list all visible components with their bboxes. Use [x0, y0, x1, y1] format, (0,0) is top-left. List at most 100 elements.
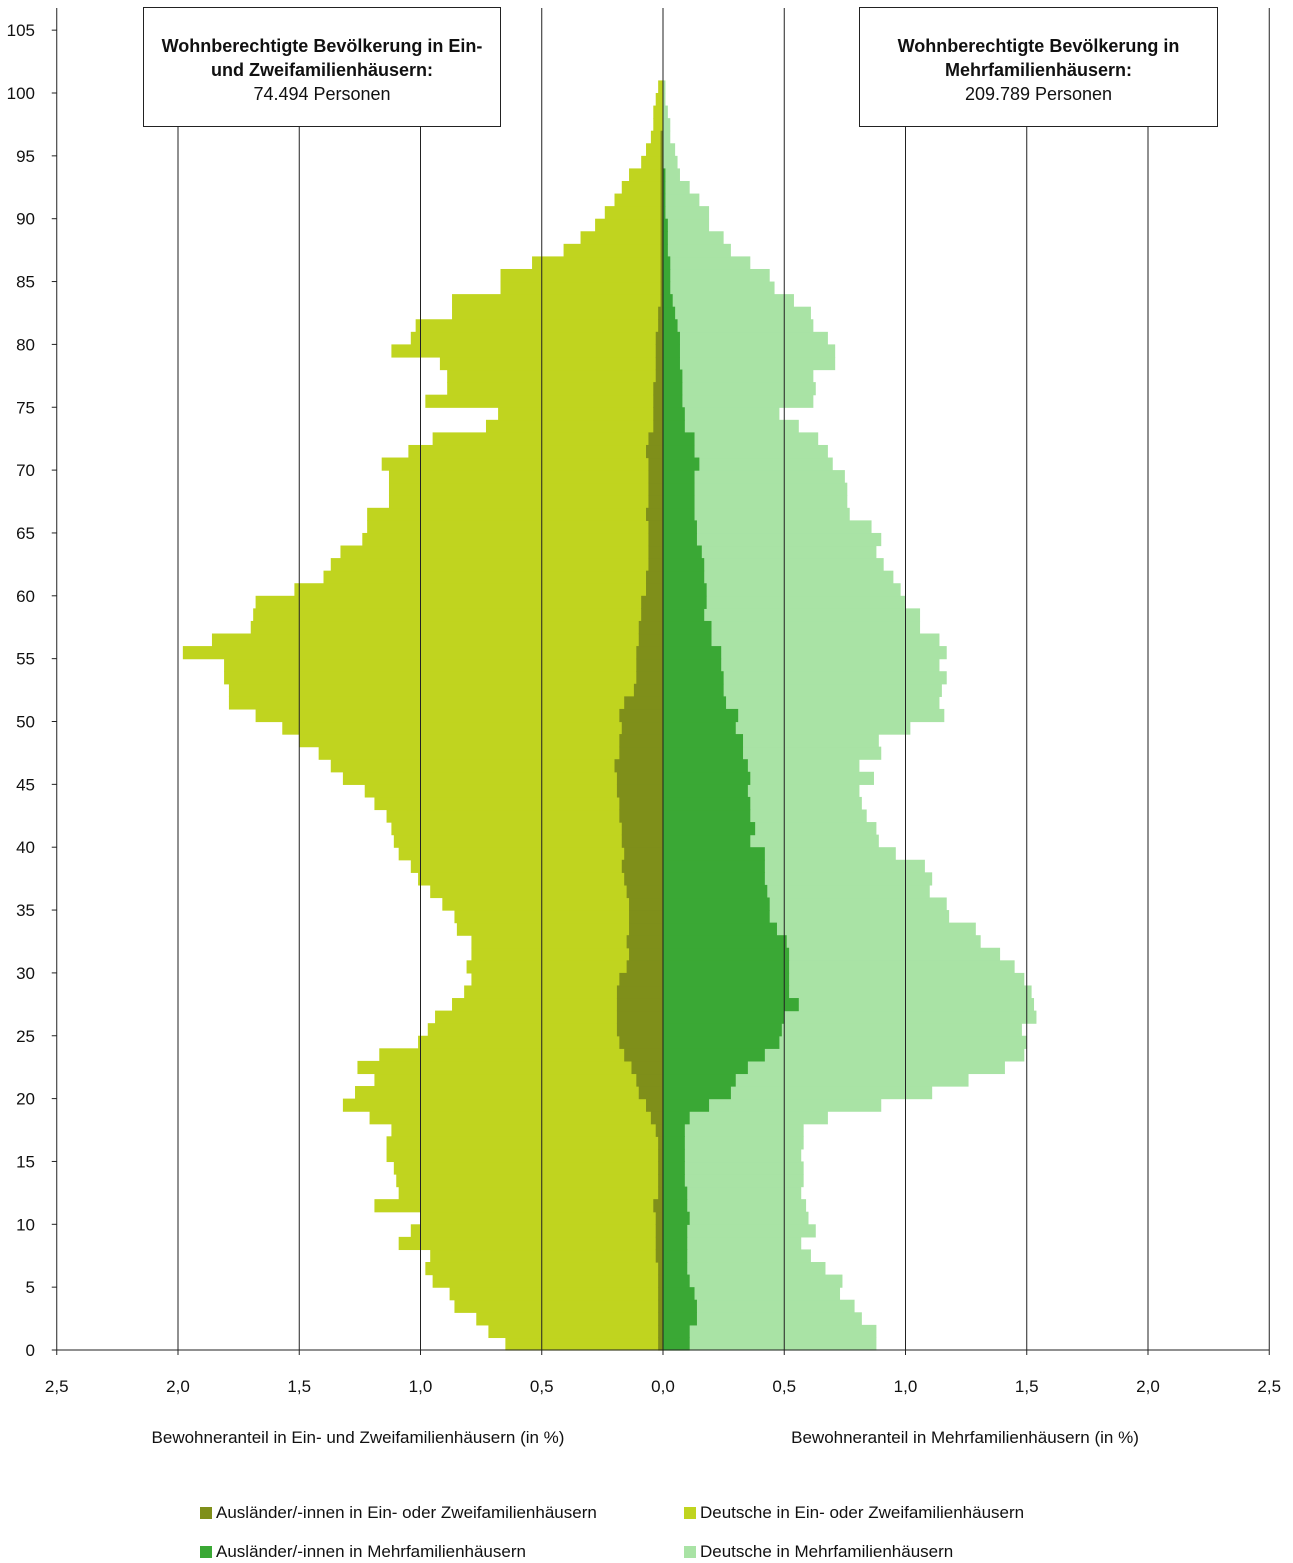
bar-left-auslaender-age-83 — [660, 294, 663, 308]
bar-right-deutsche-age-77 — [663, 369, 814, 383]
bar-right-auslaender-age-13 — [663, 1174, 685, 1188]
bar-right-deutsche-age-87 — [663, 243, 731, 258]
bar-right-auslaender-age-22 — [663, 1060, 748, 1075]
bar-right-deutsche-age-78 — [663, 356, 836, 371]
bar-left-auslaender-age-16 — [658, 1136, 663, 1150]
bar-left-auslaender-age-23 — [624, 1048, 663, 1062]
bar-right-deutsche-age-86 — [663, 256, 751, 270]
legend-label: Ausländer/-innen in Mehrfamilienhäusern — [216, 1542, 526, 1561]
bar-right-auslaender-age-25 — [663, 1023, 782, 1037]
bar-left-auslaender-age-90 — [660, 206, 663, 220]
bar-left-auslaender-age-27 — [616, 998, 663, 1012]
y-tick-label: 90 — [16, 210, 35, 229]
bar-right-deutsche-age-7 — [663, 1249, 811, 1263]
bar-right-deutsche-age-65 — [663, 520, 872, 534]
bar-left-auslaender-age-94 — [660, 155, 663, 170]
bar-left-deutsche-age-41 — [391, 822, 663, 836]
y-tick-label: 65 — [16, 524, 35, 543]
bar-left-auslaender-age-58 — [641, 608, 663, 622]
bar-left-auslaender-age-50 — [619, 708, 663, 723]
bar-right-auslaender-age-90 — [663, 206, 666, 220]
bar-right-auslaender-age-66 — [663, 507, 695, 521]
y-tick-label: 95 — [16, 147, 35, 166]
bar-left-deutsche-age-81 — [415, 319, 663, 333]
bar-right-deutsche-age-1 — [663, 1324, 877, 1339]
bar-left-auslaender-age-46 — [614, 759, 663, 773]
bar-left-auslaender-age-31 — [629, 947, 663, 961]
bar-left-deutsche-age-95 — [646, 143, 663, 157]
bar-right-auslaender-age-85 — [663, 268, 671, 283]
bar-right-auslaender-age-64 — [663, 532, 697, 547]
y-tick-label: 20 — [16, 1090, 35, 1109]
bar-left-auslaender-age-96 — [660, 130, 663, 144]
bar-left-deutsche-age-28 — [464, 985, 663, 999]
legend-swatch — [684, 1546, 696, 1558]
annotation-box-left: Wohnberechtigte Bevölkerung in Ein- und … — [143, 7, 501, 127]
bar-left-auslaender-age-30 — [626, 960, 663, 974]
bar-right-deutsche-age-69 — [663, 470, 845, 484]
bar-right-auslaender-age-89 — [663, 218, 668, 232]
y-tick-label: 10 — [16, 1215, 35, 1234]
y-tick-label: 70 — [16, 461, 35, 480]
bar-right-auslaender-age-0 — [663, 1337, 690, 1351]
bar-left-auslaender-age-89 — [660, 218, 663, 232]
bar-left-auslaender-age-35 — [629, 897, 663, 911]
bar-right-deutsche-age-22 — [663, 1060, 1005, 1075]
bar-left-deutsche-age-40 — [393, 834, 663, 848]
bar-right-auslaender-age-59 — [663, 595, 707, 609]
bar-right-auslaender-age-17 — [663, 1123, 685, 1137]
bar-right-auslaender-age-74 — [663, 407, 685, 421]
bar-left-deutsche-age-5 — [432, 1274, 663, 1288]
bar-right-auslaender-age-44 — [663, 784, 748, 798]
bar-left-deutsche-age-35 — [442, 897, 663, 911]
bar-left-deutsche-age-36 — [430, 884, 663, 899]
bar-left-auslaender-age-6 — [658, 1262, 663, 1276]
bar-left-deutsche-age-61 — [323, 570, 663, 584]
annotation-title-right: Wohnberechtigte Bevölkerung in Mehrfamil… — [897, 36, 1180, 80]
bar-right-deutsche-age-89 — [663, 218, 710, 232]
bar-left-deutsche-age-49 — [282, 721, 663, 735]
bar-right-deutsche-age-51 — [663, 696, 940, 710]
legend-swatch — [684, 1507, 696, 1519]
bar-left-deutsche-age-69 — [388, 470, 663, 484]
bar-right-auslaender-age-37 — [663, 872, 765, 886]
bar-left-deutsche-age-51 — [228, 696, 664, 710]
bar-left-auslaender-age-74 — [653, 407, 663, 421]
bar-left-deutsche-age-31 — [471, 947, 663, 961]
bar-right-deutsche-age-81 — [663, 319, 814, 333]
bar-right-deutsche-age-66 — [663, 507, 850, 521]
bar-right-deutsche-age-95 — [663, 143, 676, 157]
bar-right-auslaender-age-78 — [663, 356, 680, 371]
bar-left-auslaender-age-51 — [624, 696, 663, 710]
bar-left-deutsche-age-85 — [500, 268, 663, 283]
bar-left-auslaender-age-61 — [646, 570, 663, 584]
bar-right-auslaender-age-28 — [663, 985, 790, 999]
bar-left-auslaender-age-85 — [660, 268, 663, 283]
bar-right-deutsche-age-96 — [663, 130, 671, 144]
bar-left-deutsche-age-7 — [430, 1249, 663, 1263]
x-tick-labels: 2,5 2,0 1,5 1,0 0,5 0,0 0,5 1,0 1,5 2,0 2,5 — [45, 1350, 1281, 1396]
bar-left-deutsche-age-90 — [604, 206, 663, 220]
bar-right-auslaender-age-42 — [663, 809, 751, 823]
bar-right-deutsche-age-94 — [663, 155, 678, 170]
bar-left-auslaender-age-19 — [646, 1098, 663, 1112]
y-tick-label: 5 — [26, 1278, 35, 1297]
bar-right-deutsche-age-70 — [663, 457, 833, 471]
bar-left-auslaender-age-65 — [648, 520, 663, 534]
bar-left-deutsche-age-68 — [388, 482, 663, 496]
legend-swatch — [200, 1546, 212, 1558]
bar-left-auslaender-age-54 — [636, 658, 663, 672]
bar-right-deutsche-age-72 — [663, 432, 819, 446]
bar-left-auslaender-age-40 — [621, 834, 663, 848]
bar-left-auslaender-age-1 — [658, 1324, 663, 1339]
bar-right-deutsche-age-83 — [663, 294, 794, 308]
bar-right-auslaender-age-61 — [663, 570, 705, 584]
legend-item-deutsche-ezfh: Deutsche in Ein- oder Zweifamilienhäuser… — [684, 1503, 1024, 1523]
bar-left-auslaender-age-38 — [621, 859, 663, 873]
left-bars — [182, 80, 664, 1351]
x-tick-label: 1,0 — [409, 1377, 433, 1396]
bar-left-auslaender-age-66 — [646, 507, 663, 521]
bar-left-auslaender-age-26 — [616, 1010, 663, 1024]
bar-right-deutsche-age-93 — [663, 168, 680, 182]
legend-label: Deutsche in Mehrfamilienhäusern — [700, 1542, 954, 1561]
